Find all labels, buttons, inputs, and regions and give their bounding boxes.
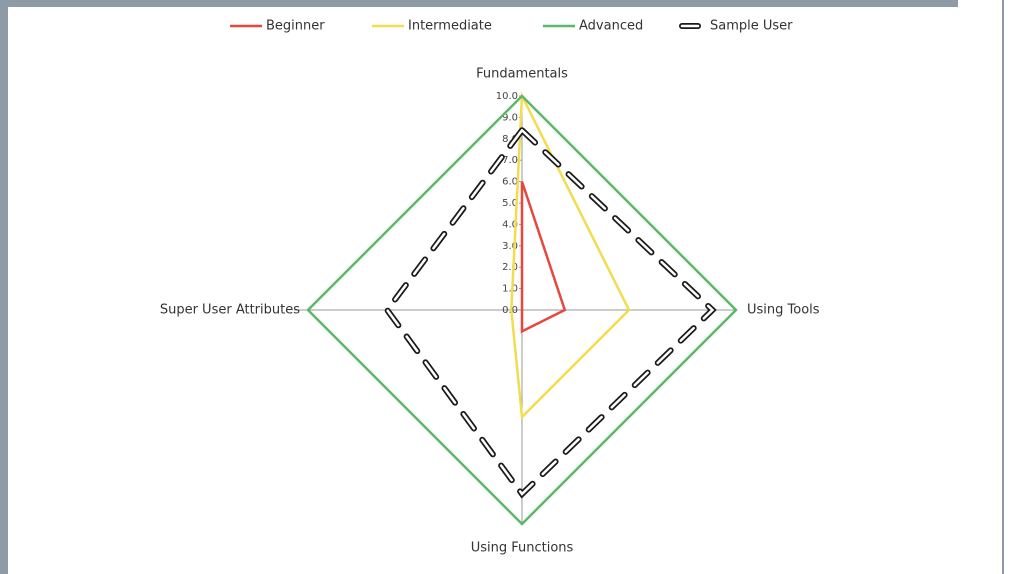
- category-label: Using Functions: [471, 541, 574, 556]
- legend-label: Advanced: [579, 19, 643, 34]
- r-tick-label: 4.0: [502, 219, 518, 230]
- r-tick-label: 7.0: [502, 155, 518, 166]
- r-tick-label: 2.0: [502, 262, 518, 273]
- series-line: [306, 94, 738, 526]
- left-frame: [0, 0, 8, 574]
- r-tick-label: 3.0: [502, 241, 518, 252]
- r-tick-label: 9.0: [502, 112, 518, 123]
- category-label: Using Tools: [747, 303, 820, 318]
- r-tick-label: 5.0: [502, 198, 518, 209]
- legend-label: Beginner: [266, 19, 325, 34]
- right-edge: [1003, 0, 1010, 574]
- series-line: [520, 181, 567, 334]
- series-line: [510, 91, 631, 420]
- r-tick-label: 10.0: [496, 91, 518, 102]
- category-label: Super User Attributes: [160, 303, 300, 318]
- category-label: Fundamentals: [476, 67, 568, 82]
- r-tick-label: 8.0: [502, 134, 518, 145]
- legend-label: Sample User: [710, 19, 793, 34]
- r-tick-label: 1.0: [502, 284, 518, 295]
- r-tick-label: 6.0: [502, 177, 518, 188]
- frame-tab: [958, 0, 1002, 7]
- legend-label: Intermediate: [408, 19, 492, 34]
- r-tick-label: 0.0: [502, 305, 518, 316]
- top-frame: [0, 0, 1010, 7]
- series-line: [385, 128, 715, 496]
